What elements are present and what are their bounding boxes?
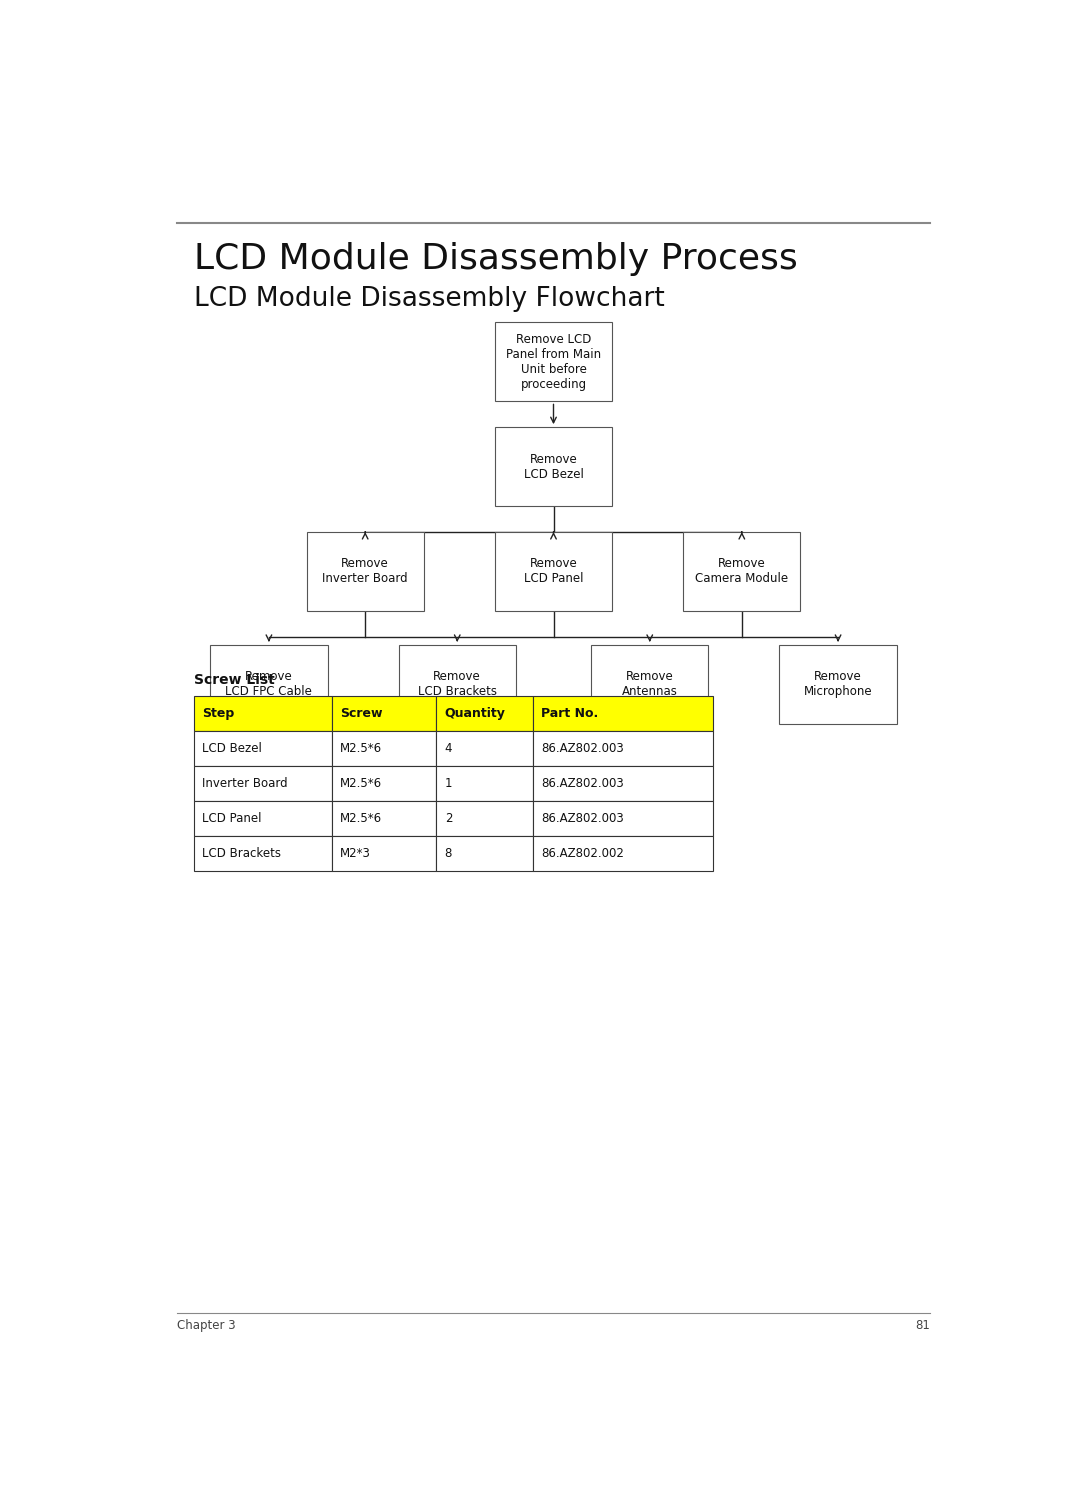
Text: 86.AZ802.003: 86.AZ802.003: [541, 777, 623, 789]
Text: Step: Step: [202, 708, 234, 720]
Bar: [332, 696, 436, 730]
Bar: [193, 730, 332, 767]
Bar: [436, 767, 532, 801]
Text: M2.5*6: M2.5*6: [340, 742, 382, 754]
Text: 86.AZ802.002: 86.AZ802.002: [541, 847, 624, 860]
Text: Screw: Screw: [340, 708, 382, 720]
Text: Remove
Antennas: Remove Antennas: [622, 670, 677, 699]
Bar: [436, 836, 532, 871]
Text: M2*3: M2*3: [340, 847, 370, 860]
Text: LCD Brackets: LCD Brackets: [202, 847, 281, 860]
Bar: [436, 801, 532, 836]
Text: Inverter Board: Inverter Board: [202, 777, 287, 789]
Text: Remove
Inverter Board: Remove Inverter Board: [322, 558, 408, 585]
Text: Quantity: Quantity: [445, 708, 505, 720]
Text: LCD Bezel: LCD Bezel: [202, 742, 261, 754]
Text: Screw List: Screw List: [193, 673, 274, 686]
Bar: [332, 836, 436, 871]
Text: Remove
LCD Panel: Remove LCD Panel: [524, 558, 583, 585]
Text: Remove
Camera Module: Remove Camera Module: [696, 558, 788, 585]
Bar: [332, 767, 436, 801]
Text: Remove LCD
Panel from Main
Unit before
proceeding: Remove LCD Panel from Main Unit before p…: [505, 333, 602, 392]
Bar: [307, 532, 423, 611]
Bar: [591, 644, 708, 724]
Bar: [495, 532, 612, 611]
Bar: [193, 836, 332, 871]
Bar: [332, 730, 436, 767]
Text: 1: 1: [445, 777, 453, 789]
Text: Remove
LCD Brackets: Remove LCD Brackets: [418, 670, 497, 699]
Bar: [332, 801, 436, 836]
Bar: [532, 730, 713, 767]
Text: LCD Panel: LCD Panel: [202, 812, 261, 824]
Bar: [399, 644, 516, 724]
Bar: [532, 836, 713, 871]
Bar: [193, 767, 332, 801]
Text: M2.5*6: M2.5*6: [340, 777, 382, 789]
Bar: [495, 322, 612, 402]
Text: 86.AZ802.003: 86.AZ802.003: [541, 742, 623, 754]
Bar: [532, 767, 713, 801]
Bar: [532, 696, 713, 730]
Bar: [495, 426, 612, 507]
Bar: [193, 696, 332, 730]
Text: M2.5*6: M2.5*6: [340, 812, 382, 824]
Text: 86.AZ802.003: 86.AZ802.003: [541, 812, 623, 824]
Text: 2: 2: [445, 812, 453, 824]
Text: Chapter 3: Chapter 3: [177, 1318, 235, 1332]
Bar: [532, 801, 713, 836]
Bar: [684, 532, 800, 611]
Text: Remove
LCD FPC Cable: Remove LCD FPC Cable: [226, 670, 312, 699]
Bar: [436, 696, 532, 730]
Text: Remove
LCD Bezel: Remove LCD Bezel: [524, 452, 583, 481]
Text: 8: 8: [445, 847, 453, 860]
Bar: [211, 644, 327, 724]
Bar: [436, 730, 532, 767]
Text: 4: 4: [445, 742, 453, 754]
Text: LCD Module Disassembly Process: LCD Module Disassembly Process: [193, 242, 797, 277]
Text: 81: 81: [915, 1318, 930, 1332]
Bar: [193, 801, 332, 836]
Text: Part No.: Part No.: [541, 708, 598, 720]
Text: LCD Module Disassembly Flowchart: LCD Module Disassembly Flowchart: [193, 286, 664, 311]
Text: Remove
Microphone: Remove Microphone: [804, 670, 873, 699]
Bar: [780, 644, 896, 724]
